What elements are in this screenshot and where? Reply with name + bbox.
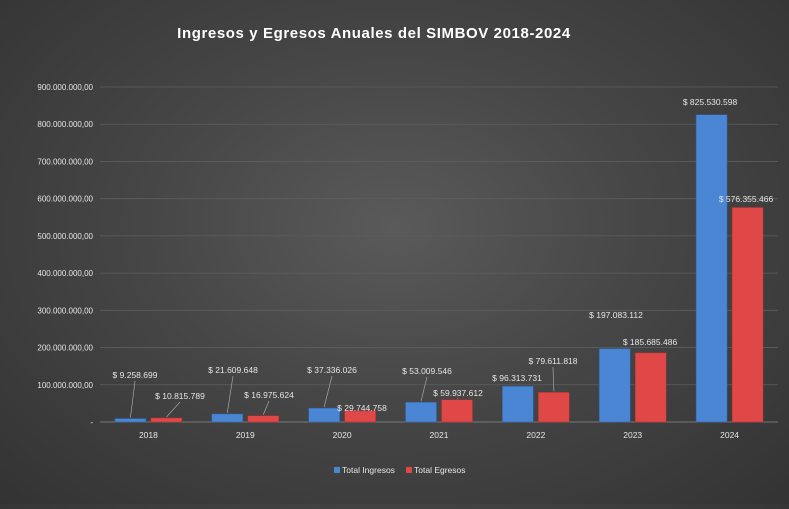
data-label-ingresos: $ 37.336.026 — [307, 365, 357, 375]
bar-egresos — [248, 416, 279, 422]
legend-label-ingresos: Total Ingresos — [342, 465, 395, 475]
x-tick-label: 2023 — [623, 430, 642, 440]
x-tick-label: 2018 — [139, 430, 158, 440]
y-tick-label: 800.000.000,00 — [37, 120, 93, 129]
y-tick-label: 500.000.000,00 — [37, 232, 93, 241]
leader-line — [166, 402, 180, 417]
bar-ingresos — [309, 408, 340, 422]
bar-egresos — [442, 400, 473, 422]
leader-line — [421, 377, 427, 401]
x-tick-label: 2021 — [430, 430, 449, 440]
bar-egresos — [732, 207, 763, 422]
data-label-ingresos: $ 9.258.699 — [113, 370, 158, 380]
data-label-egresos: $ 576.355.466 — [719, 194, 774, 204]
data-label-ingresos: $ 21.609.648 — [208, 365, 258, 375]
leader-line — [553, 367, 554, 391]
y-tick-label: 600.000.000,00 — [37, 195, 93, 204]
leader-line — [227, 376, 233, 413]
bar-ingresos — [115, 419, 146, 422]
data-label-egresos: $ 79.611.818 — [529, 356, 578, 366]
data-label-egresos: $ 16.975.624 — [244, 390, 294, 400]
y-tick-label: 700.000.000,00 — [37, 157, 93, 166]
data-label-ingresos: $ 197.083.112 — [589, 310, 643, 320]
legend: Total Ingresos Total Egresos — [334, 465, 466, 475]
x-axis-ticks: 2018 2019 2020 2021 2022 2023 2024 — [139, 430, 739, 440]
data-label-egresos: $ 185.685.486 — [623, 337, 678, 347]
data-label-ingresos: $ 96.313.731 — [492, 373, 542, 383]
legend-swatch-egresos — [406, 467, 412, 473]
data-label-egresos: $ 10.815.789 — [155, 391, 205, 401]
x-tick-label: 2020 — [333, 430, 352, 440]
leader-line — [324, 376, 332, 407]
leader-line — [130, 381, 135, 418]
bar-ingresos — [406, 402, 437, 422]
y-tick-label: 300.000.000,00 — [37, 306, 93, 315]
y-tick-label: 400.000.000,00 — [37, 269, 93, 278]
legend-swatch-ingresos — [334, 467, 340, 473]
bar-ingresos — [502, 386, 533, 422]
leader-line — [263, 401, 269, 415]
bar-ingresos — [696, 115, 727, 422]
bar-egresos — [635, 353, 666, 422]
y-tick-label: 100.000.000,00 — [37, 381, 93, 390]
y-tick-label: - — [90, 418, 93, 427]
bar-ingresos — [212, 414, 243, 422]
legend-label-egresos: Total Egresos — [414, 465, 466, 475]
x-tick-label: 2022 — [526, 430, 545, 440]
y-tick-label: 900.000.000,00 — [37, 83, 93, 92]
x-tick-label: 2019 — [236, 430, 255, 440]
x-tick-label: 2024 — [720, 430, 739, 440]
data-label-egresos: $ 29.744.758 — [337, 403, 387, 413]
bar-ingresos — [599, 349, 630, 422]
bar-egresos — [538, 392, 569, 422]
data-label-ingresos: $ 53.009.546 — [402, 366, 452, 376]
data-label-egresos: $ 59.937.612 — [433, 388, 483, 398]
data-labels: $ 9.258.699 $ 21.609.648 $ 37.336.026 $ 53.… — [113, 97, 774, 413]
bar-egresos — [151, 418, 182, 422]
data-label-ingresos: $ 825.530.598 — [683, 97, 738, 107]
chart-title: Ingresos y Egresos Anuales del SIMBOV 20… — [177, 25, 571, 42]
y-axis-ticks: - 100.000.000,00 200.000.000,00 300.000.000… — [37, 83, 93, 427]
y-tick-label: 200.000.000,00 — [37, 344, 93, 353]
